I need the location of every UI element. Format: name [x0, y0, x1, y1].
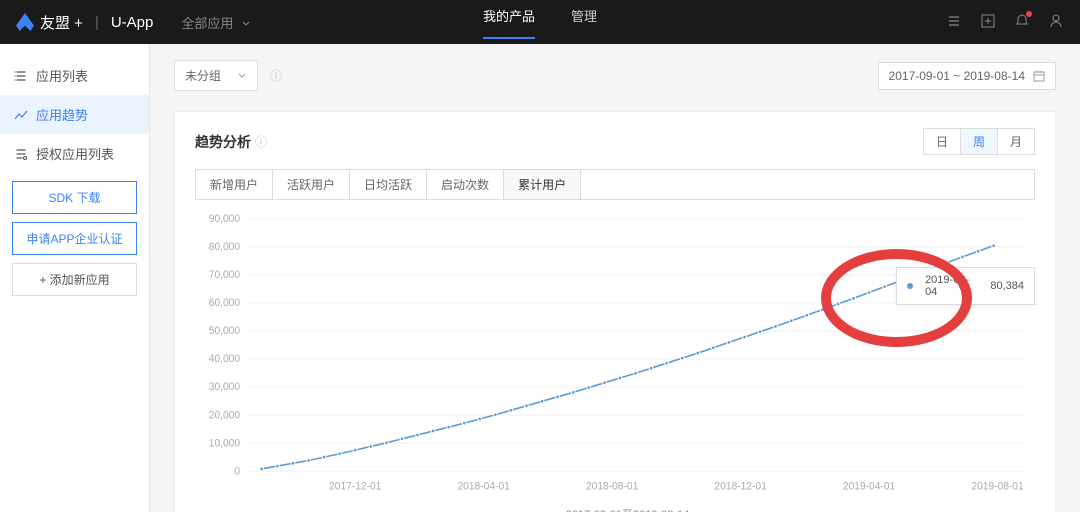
metric-tab-3[interactable]: 启动次数	[427, 170, 504, 199]
tooltip-date: 2019-08-04	[925, 274, 978, 298]
period-tab-2[interactable]: 月	[998, 129, 1034, 154]
sidebar-button-2[interactable]: + 添加新应用	[12, 263, 137, 296]
calendar-icon	[1033, 70, 1045, 82]
help-icon[interactable]: ⓘ	[255, 133, 267, 150]
metric-tab-1[interactable]: 活跃用户	[273, 170, 350, 199]
chart: 0 10,000 20,000 30,000 40,000 50,000 60,000 70,…	[195, 208, 1035, 498]
top-right-icons	[946, 13, 1064, 32]
trend-icon	[14, 108, 28, 122]
help-icon[interactable]: ⓘ	[270, 67, 282, 84]
svg-text:80,000: 80,000	[209, 242, 240, 253]
filter-bar: 未分组 ⓘ 2017-09-01 ~ 2019-08-14	[174, 60, 1056, 91]
chart-svg: 0 10,000 20,000 30,000 40,000 50,000 60,000 70,…	[195, 208, 1035, 498]
metric-tab-0[interactable]: 新增用户	[196, 170, 273, 199]
svg-text:40,000: 40,000	[209, 354, 240, 365]
svg-text:2019-04-01: 2019-04-01	[843, 481, 896, 492]
plus-box-icon[interactable]	[980, 13, 996, 32]
sidebar-button-1[interactable]: 申请APP企业认证	[12, 222, 137, 255]
top-bar: 友盟 + | U-App 全部应用 我的产品 管理	[0, 0, 1080, 44]
period-tab-0[interactable]: 日	[924, 129, 961, 154]
svg-text:30,000: 30,000	[209, 382, 240, 393]
sidebar-item-0[interactable]: 应用列表	[0, 56, 149, 95]
period-tab-1[interactable]: 周	[961, 129, 998, 154]
brand-en: U-App	[111, 14, 154, 31]
chart-legend: 2017-09-01至2019-08-14	[195, 506, 1035, 512]
sidebar: 应用列表应用趋势授权应用列表 SDK 下载申请APP企业认证 + 添加新应用	[0, 44, 150, 512]
logo[interactable]: 友盟 + | U-App	[16, 12, 153, 33]
trend-panel: 趋势分析 ⓘ 日周月 新增用户活跃用户日均活跃启动次数累计用户 0 10,000 2…	[174, 111, 1056, 512]
notification-dot	[1026, 11, 1032, 17]
svg-text:2018-12-01: 2018-12-01	[714, 481, 767, 492]
period-tabs: 日周月	[923, 128, 1035, 155]
brand-sep: |	[95, 14, 99, 31]
tooltip-marker-icon	[907, 283, 913, 289]
metric-tab-2[interactable]: 日均活跃	[350, 170, 427, 199]
top-tabs: 我的产品 管理	[483, 6, 597, 39]
brand-cn: 友盟 +	[40, 12, 83, 33]
svg-text:20,000: 20,000	[209, 410, 240, 421]
svg-text:2019-08-01: 2019-08-01	[971, 481, 1024, 492]
list-icon[interactable]	[946, 13, 962, 32]
auth-icon	[14, 147, 28, 161]
svg-text:90,000: 90,000	[209, 214, 240, 225]
panel-header: 趋势分析 ⓘ 日周月	[195, 128, 1035, 155]
sidebar-item-1[interactable]: 应用趋势	[0, 95, 149, 134]
tab-my-products[interactable]: 我的产品	[483, 6, 535, 39]
content-area: 未分组 ⓘ 2017-09-01 ~ 2019-08-14 趋势分析 ⓘ 日周月…	[150, 44, 1080, 512]
group-dropdown[interactable]: 未分组	[174, 60, 258, 91]
list-icon	[14, 69, 28, 83]
bell-icon[interactable]	[1014, 13, 1030, 32]
user-icon[interactable]	[1048, 13, 1064, 32]
sidebar-button-0[interactable]: SDK 下载	[12, 181, 137, 214]
svg-text:0: 0	[234, 466, 240, 477]
date-range-picker[interactable]: 2017-09-01 ~ 2019-08-14	[878, 62, 1056, 90]
all-apps-link[interactable]: 全部应用	[181, 13, 251, 32]
svg-text:2018-08-01: 2018-08-01	[586, 481, 639, 492]
svg-text:10,000: 10,000	[209, 438, 240, 449]
svg-text:2017-12-01: 2017-12-01	[329, 481, 382, 492]
sidebar-item-2[interactable]: 授权应用列表	[0, 134, 149, 173]
chevron-down-icon	[241, 19, 251, 29]
svg-text:50,000: 50,000	[209, 326, 240, 337]
metric-tabs: 新增用户活跃用户日均活跃启动次数累计用户	[195, 169, 1035, 200]
logo-icon	[16, 13, 34, 31]
metric-tab-4[interactable]: 累计用户	[504, 170, 581, 199]
svg-text:2018-04-01: 2018-04-01	[457, 481, 510, 492]
tooltip-value: 80,384	[990, 280, 1024, 292]
main-container: 应用列表应用趋势授权应用列表 SDK 下载申请APP企业认证 + 添加新应用 未分…	[0, 44, 1080, 512]
panel-title: 趋势分析	[195, 132, 251, 152]
tab-manage[interactable]: 管理	[571, 6, 597, 39]
chevron-down-icon	[237, 71, 247, 81]
chart-tooltip: 2019-08-04 80,384	[896, 267, 1035, 305]
svg-text:70,000: 70,000	[209, 270, 240, 281]
svg-text:60,000: 60,000	[209, 298, 240, 309]
